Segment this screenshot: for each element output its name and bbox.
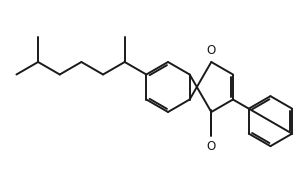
Text: O: O — [207, 44, 216, 57]
Text: O: O — [207, 140, 216, 153]
